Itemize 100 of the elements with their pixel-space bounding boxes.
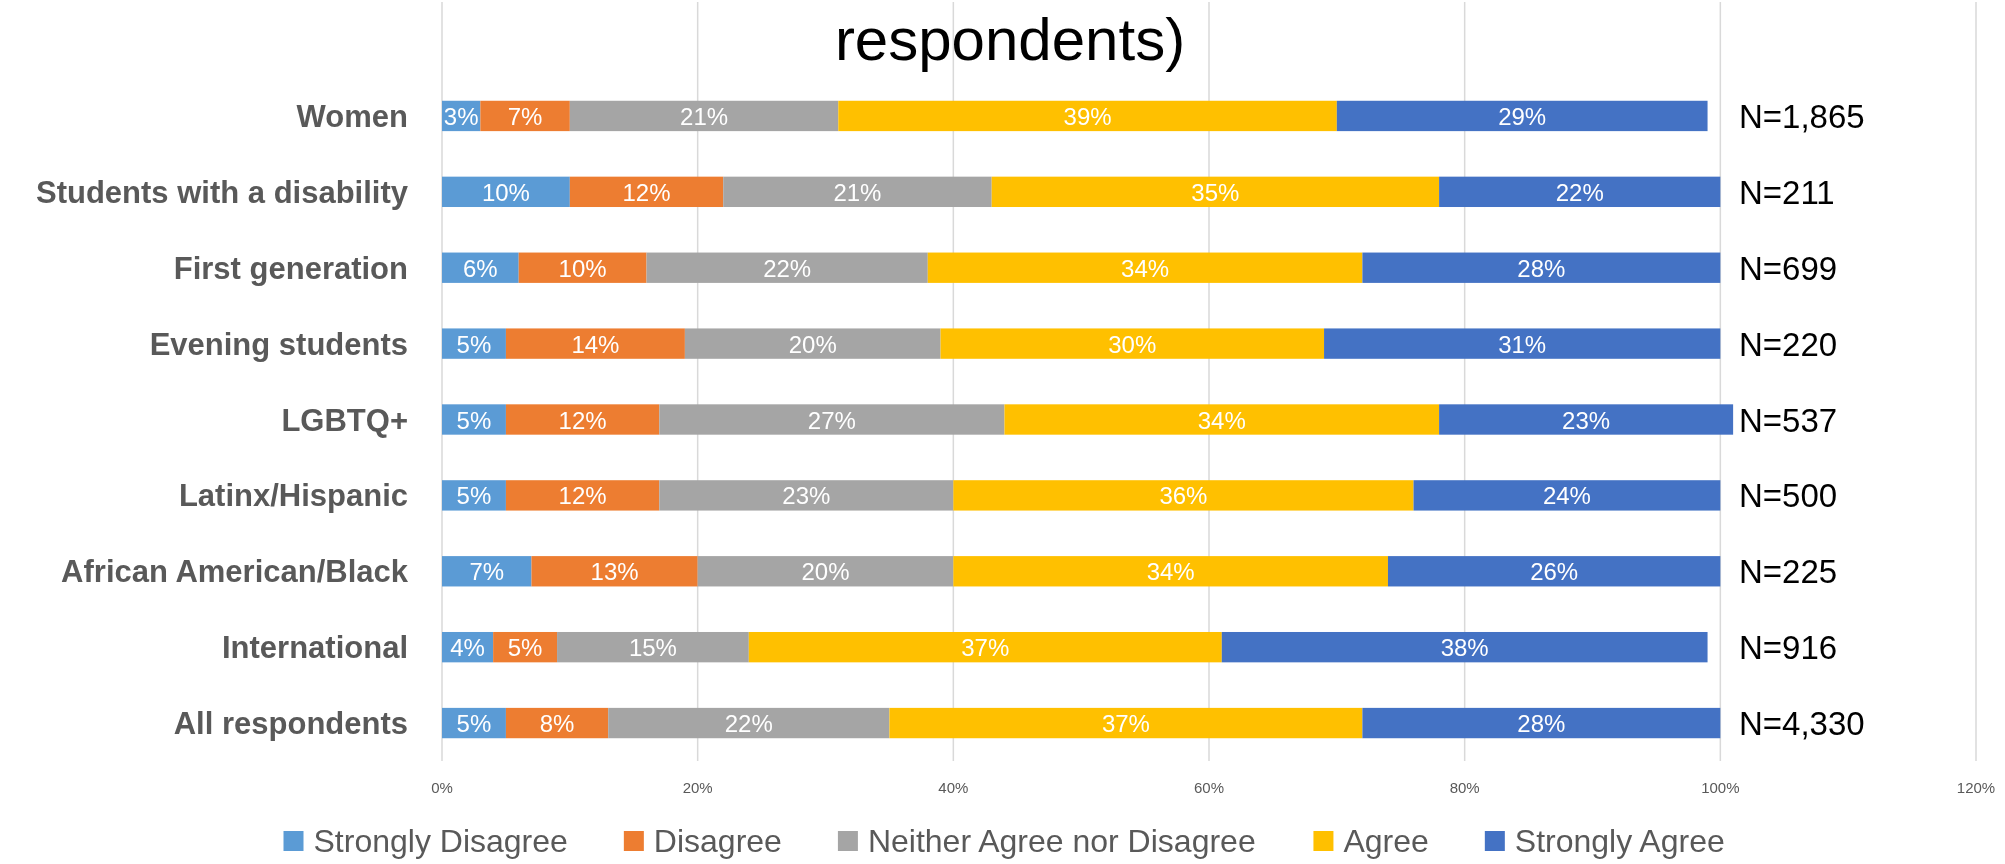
bar [659,404,1005,435]
annotation: N=220 [1739,325,1838,363]
annotation: N=211 [1739,173,1835,211]
data-label: 29% [1498,102,1547,130]
data-label: 22% [763,254,812,282]
x-tick-label: 0% [431,778,453,796]
data-label: 34% [1121,254,1170,282]
data-label: 5% [456,709,492,737]
x-tick-label: 120% [1956,778,1996,796]
data-label: 20% [788,330,837,358]
data-label: 3% [443,102,479,130]
bar [659,480,954,511]
y-tick-label: LGBTQ+ [281,402,408,437]
x-tick-label: 80% [1449,778,1480,796]
annotation: N=699 [1739,249,1838,287]
data-label: 38% [1440,633,1489,661]
bar [723,176,992,208]
bar [531,556,698,587]
data-label: 4% [450,633,485,661]
x-tick-label: 60% [1193,778,1225,796]
bar [940,328,1325,359]
bar [1439,176,1721,208]
bar [569,176,724,208]
data-label: 5% [456,330,492,358]
data-label: 8% [539,709,575,737]
y-tick-label: First generation [173,250,408,286]
data-label: 30% [1108,330,1157,358]
bar [1439,404,1734,435]
data-label: 21% [680,102,729,130]
data-label: 14% [571,330,620,358]
y-tick-label: Students with a disability [35,174,409,210]
data-label: 35% [1191,178,1240,206]
annotation: N=537 [1739,401,1838,438]
annotation: N=225 [1739,552,1838,590]
data-label: 15% [628,633,677,661]
y-tick-label: Evening students [149,326,408,362]
data-label: 12% [622,178,671,206]
bar [505,328,685,359]
bar [569,100,839,132]
y-tick-label: African American/Black [61,553,409,589]
data-label: 28% [1517,254,1566,282]
y-tick-label: All respondents [173,705,408,741]
bar [927,252,1363,283]
data-label: 23% [782,481,831,509]
legend-label: Disagree [653,823,782,859]
y-tick-label: Latinx/Hispanic [178,477,408,513]
bar [608,707,890,739]
data-label: 7% [469,557,505,585]
x-tick-label: 40% [938,778,969,796]
data-label: 5% [456,481,492,509]
data-label: 20% [801,557,850,585]
data-label: 24% [1542,481,1591,509]
bar [505,404,660,435]
data-label: 39% [1063,102,1112,130]
legend-label: Agree [1343,823,1429,859]
data-label: 22% [724,709,773,737]
bar [480,100,570,132]
x-tick-label: 20% [682,778,713,796]
bar [1004,404,1440,435]
bar [1362,252,1721,283]
bar [991,176,1440,208]
data-label: 23% [1562,406,1611,433]
data-label: 22% [1555,178,1604,206]
bar [1336,100,1708,132]
data-label: 10% [481,178,530,206]
bar [1362,707,1721,739]
data-label: 6% [463,254,498,282]
data-label: 37% [1101,709,1150,737]
bar [1387,556,1721,587]
data-label: 31% [1498,330,1547,358]
bar [838,100,1337,132]
annotation: N=916 [1739,628,1838,666]
bar [557,631,749,663]
data-label: 12% [558,406,607,433]
legend-label: Strongly Disagree [313,823,568,859]
bar [1324,328,1721,359]
x-tick-label: 100% [1701,778,1740,796]
bar [697,556,954,587]
data-label: 37% [961,633,1010,661]
bar [953,556,1388,587]
y-tick-label: Women [296,98,408,134]
data-label: 28% [1517,709,1566,737]
data-label: 36% [1159,481,1208,509]
y-tick-label: International [221,629,408,665]
bar [646,252,928,283]
bar [889,707,1363,739]
bar [1413,480,1721,511]
bar [1221,631,1708,663]
annotation: N=1,865 [1739,97,1865,135]
data-label: 27% [807,406,856,433]
data-label: 21% [833,178,882,206]
data-label: 12% [558,481,607,509]
chart-title: respondents) [834,6,1186,73]
bar [684,328,941,359]
data-label: 34% [1146,557,1195,585]
data-label: 34% [1197,406,1246,433]
annotation: N=4,330 [1739,704,1865,742]
data-label: 26% [1530,557,1579,585]
bar [953,480,1414,511]
annotation: N=500 [1739,476,1838,514]
